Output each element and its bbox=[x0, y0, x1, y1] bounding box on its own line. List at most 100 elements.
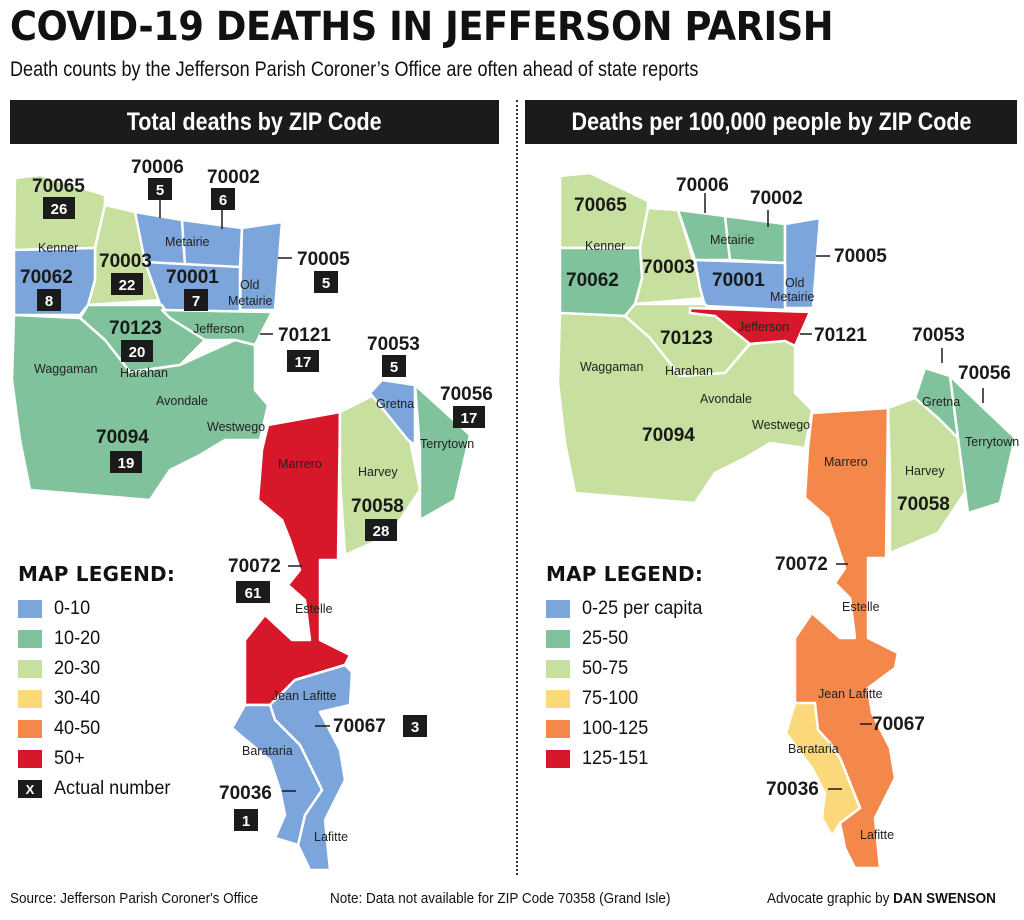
zip-label-70065: 70065 bbox=[574, 195, 627, 216]
region-70056 bbox=[413, 383, 472, 522]
label-terrytown: Terrytown bbox=[420, 437, 474, 451]
label-marrero: Marrero bbox=[824, 455, 868, 469]
svg-text:70123: 70123 bbox=[109, 318, 162, 339]
region-70001 bbox=[693, 258, 787, 312]
legend-item: 0-25 per capita bbox=[546, 594, 709, 624]
svg-text:7: 7 bbox=[192, 293, 200, 310]
zip-label-70056: 70056 17 bbox=[440, 384, 493, 428]
region-70036 bbox=[230, 703, 324, 847]
label-avondale: Avondale bbox=[700, 392, 752, 406]
svg-text:20: 20 bbox=[129, 344, 146, 361]
label-metairie: Metairie bbox=[710, 233, 755, 247]
label-jean-lafitte: Jean Lafitte bbox=[272, 689, 337, 703]
svg-text:26: 26 bbox=[51, 201, 68, 218]
zip-label-70067: 70067 3 bbox=[333, 715, 427, 737]
svg-text:70002: 70002 bbox=[207, 167, 260, 188]
zip-label-70036: 70036 bbox=[766, 779, 819, 800]
label-harvey: Harvey bbox=[905, 464, 945, 478]
legend-item: 125-151 bbox=[546, 744, 709, 774]
label-westwego: Westwego bbox=[752, 418, 810, 432]
zip-label-70036: 70036 1 bbox=[219, 783, 272, 831]
svg-text:70003: 70003 bbox=[99, 251, 152, 272]
legend-title: MAP LEGEND: bbox=[18, 562, 176, 586]
label-harahan: Harahan bbox=[120, 366, 168, 380]
region-70053 bbox=[368, 378, 417, 447]
svg-text:5: 5 bbox=[390, 359, 398, 376]
left-map: Kenner Metairie Old Metairie Jefferson W… bbox=[10, 157, 493, 872]
svg-text:17: 17 bbox=[295, 354, 312, 371]
zip-label-70053: 70053 bbox=[912, 325, 965, 346]
zip-label-70005: 70005 bbox=[834, 246, 887, 267]
svg-text:70094: 70094 bbox=[96, 427, 149, 448]
zip-label-70006: 70006 bbox=[676, 175, 729, 196]
svg-text:5: 5 bbox=[156, 182, 164, 199]
zip-label-70123: 70123 bbox=[660, 328, 713, 349]
source-note: Source: Jefferson Parish Coroner's Offic… bbox=[10, 890, 259, 907]
svg-text:70006: 70006 bbox=[131, 157, 184, 178]
svg-text:3: 3 bbox=[411, 719, 419, 736]
svg-text:61: 61 bbox=[245, 585, 262, 602]
label-westwego: Westwego bbox=[207, 420, 265, 434]
page-title: COVID-19 DEATHS IN JEFFERSON PARISH bbox=[10, 4, 834, 50]
legend-item: 30-40 bbox=[18, 684, 177, 714]
svg-text:70001: 70001 bbox=[166, 267, 219, 288]
zip-label-70123: 70123 20 bbox=[109, 318, 162, 362]
zip-label-70121: 70121 17 bbox=[278, 325, 331, 372]
legend-item: 25-50 bbox=[546, 624, 709, 654]
zip-label-70001: 70001 bbox=[712, 270, 765, 291]
label-harvey: Harvey bbox=[358, 465, 398, 479]
legend-swatch-icon bbox=[546, 690, 570, 708]
svg-text:19: 19 bbox=[118, 455, 135, 472]
zip-label-70094: 70094 bbox=[642, 425, 695, 446]
panel-divider bbox=[516, 100, 518, 875]
svg-text:17: 17 bbox=[461, 410, 478, 427]
zip-label-70002: 70002 bbox=[750, 188, 803, 209]
svg-text:28: 28 bbox=[373, 523, 390, 540]
legend-item: 50+ bbox=[18, 744, 177, 774]
legend-swatch-icon bbox=[18, 600, 42, 618]
label-jefferson: Jefferson bbox=[193, 322, 244, 336]
legend-swatch-icon bbox=[18, 720, 42, 738]
zip-label-70062: 70062 bbox=[566, 270, 619, 291]
label-estelle: Estelle bbox=[295, 602, 333, 616]
svg-text:70072: 70072 bbox=[228, 556, 281, 577]
label-harahan: Harahan bbox=[665, 364, 713, 378]
region-70036 bbox=[784, 701, 862, 838]
zip-label-70065: 70065 26 bbox=[32, 176, 85, 219]
label-metairie: Metairie bbox=[165, 235, 210, 249]
label-old-metairie: Metairie bbox=[228, 294, 273, 308]
legend-item: 10-20 bbox=[18, 624, 177, 654]
credit: Advocate graphic by DAN SWENSON bbox=[767, 890, 996, 907]
legend-swatch-icon bbox=[546, 720, 570, 738]
label-lafitte: Lafitte bbox=[860, 828, 894, 842]
region-70094 bbox=[556, 311, 814, 505]
zip-label-70067: 70067 bbox=[872, 714, 925, 735]
zip-label-70056: 70056 bbox=[958, 363, 1011, 384]
region-70072 bbox=[243, 410, 352, 707]
label-estelle: Estelle bbox=[842, 600, 880, 614]
label-kenner: Kenner bbox=[585, 239, 625, 253]
legend-swatch-icon bbox=[18, 630, 42, 648]
legend-swatch-icon bbox=[18, 660, 42, 678]
svg-text:1: 1 bbox=[242, 813, 250, 830]
svg-text:70058: 70058 bbox=[351, 496, 404, 517]
legend-item: 100-125 bbox=[546, 714, 709, 744]
legend-item: 20-30 bbox=[18, 654, 177, 684]
label-old-metairie: Metairie bbox=[770, 290, 815, 304]
data-note: Note: Data not available for ZIP Code 70… bbox=[330, 890, 671, 907]
zip-label-70072: 70072 bbox=[775, 554, 828, 575]
svg-text:70121: 70121 bbox=[278, 325, 331, 346]
label-barataria: Barataria bbox=[242, 744, 293, 758]
label-gretna: Gretna bbox=[922, 395, 960, 409]
svg-text:70053: 70053 bbox=[367, 334, 420, 355]
legend-swatch-icon bbox=[18, 750, 42, 768]
svg-text:5: 5 bbox=[322, 275, 330, 292]
label-lafitte: Lafitte bbox=[314, 830, 348, 844]
label-kenner: Kenner bbox=[38, 241, 78, 255]
legend-title: MAP LEGEND: bbox=[546, 562, 704, 586]
svg-text:8: 8 bbox=[45, 293, 53, 310]
zip-label-70003: 70003 bbox=[642, 257, 695, 278]
legend-item: 50-75 bbox=[546, 654, 709, 684]
svg-text:70005: 70005 bbox=[297, 249, 350, 270]
left-map-legend: MAP LEGEND: 0-10 10-20 20-30 30-40 40-50 50+ … bbox=[18, 562, 177, 804]
